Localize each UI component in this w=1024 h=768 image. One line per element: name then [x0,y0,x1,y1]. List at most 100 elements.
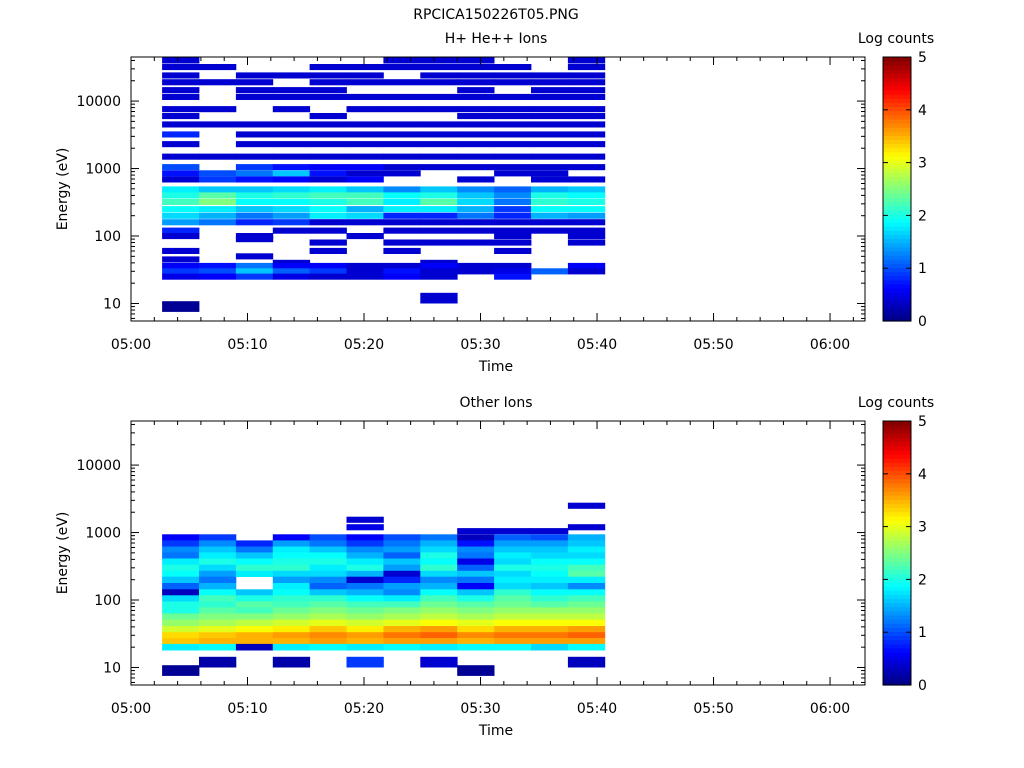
spectrogram-cell [272,268,311,275]
spectrogram-cell [272,198,311,205]
colorbar-segment [883,172,911,178]
spectrogram-cell [162,206,200,213]
spectrogram-cell [494,131,532,138]
spectrogram-cell [199,613,237,620]
spectrogram-cell [494,619,532,627]
colorbar-frame [882,56,912,322]
spectrogram-cell [457,206,495,213]
spectrogram-cell [531,153,569,160]
spectrogram-cell [494,239,532,246]
spectrogram-cell [309,613,347,620]
spectrogram-cell [162,87,200,94]
spectrogram-cell [494,643,532,651]
spectrogram-cell [199,176,237,183]
spectrogram-cell [309,227,347,234]
colorbar-segment [883,230,911,235]
colorbar-segment [883,143,911,149]
spectrogram-cell [531,619,569,627]
spectrogram-cell [162,589,200,596]
colorbar-segment [883,209,911,215]
spectrogram-cell [199,153,237,160]
spectrogram-cell [383,206,421,213]
spectrogram-cell [457,638,495,645]
spectrogram-cell [494,262,532,269]
colorbar-segment [883,495,911,500]
spectrogram-cell [199,656,237,668]
spectrogram-cell [383,131,421,138]
spectrogram-cell [162,552,200,559]
spectrogram-cell [235,198,274,205]
spectrogram-cell [162,153,200,160]
spectrogram-cell [494,164,532,171]
spectrogram-cell [567,72,606,79]
colorbar-segment [883,511,911,517]
spectrogram-cell [457,131,495,138]
colorbar-segment [883,246,911,252]
colorbar-segment [883,127,911,132]
colorbar-segment [883,176,911,182]
colorbar-segment [883,660,911,665]
colorbar-segment [883,557,911,562]
spectrogram-cell [420,106,458,113]
colorbar-segment [883,425,911,430]
spectrogram-cell [199,262,237,269]
colorbar: 0 1 2 3 4 5 [882,414,927,694]
spectrogram-cell [567,552,606,559]
spectrogram-cell [494,626,532,633]
spectrogram-cells [162,502,606,676]
spectrogram-cell [272,259,311,266]
spectrogram-cell [309,552,347,559]
spectrogram-cell [420,164,458,171]
colorbar-segment [883,197,911,202]
spectrogram-cell [272,632,311,639]
spectrogram-cell [272,619,311,627]
colorbar-segment [883,569,911,575]
spectrogram-cell [457,540,495,547]
spectrogram-cell [567,262,606,269]
colorbar-segment [883,449,911,455]
spectrogram-cell [272,87,311,94]
colorbar-tick-label: 5 [918,50,927,66]
colorbar-segment [883,553,911,558]
spectrogram-cell [309,87,347,94]
spectrogram-cell [420,219,458,226]
spectrogram-cell [420,186,458,193]
colorbar-segment [883,255,911,260]
spectrogram-cell [346,619,384,627]
spectrogram-cell [383,583,421,590]
colorbar-segment [883,503,911,509]
spectrogram-cell [567,239,606,246]
spectrogram-cell [420,268,458,275]
spectrogram-cell [199,198,237,205]
colorbar-segment [883,102,911,108]
spectrogram-cell [162,613,200,620]
spectrogram-cell [457,570,495,577]
colorbar-segment [883,65,911,70]
spectrogram-cell [162,540,200,547]
spectrogram-cell [383,198,421,205]
spectrogram-cell [531,552,569,559]
y-tick-label: 1000 [85,526,121,542]
spectrogram-cell [567,534,606,541]
spectrogram-cell [531,72,569,79]
x-tick-label: 06:00 [810,701,850,717]
colorbar-segment [883,647,911,653]
x-tick-label: 05:10 [227,701,267,717]
spectrogram-cell [531,192,569,199]
colorbar-segment [883,77,911,83]
spectrogram-cell [567,192,606,199]
spectrogram-cell [162,212,200,219]
spectrogram-cell [457,141,495,148]
spectrogram-cell [235,558,274,566]
spectrogram-cell [420,552,458,559]
colorbar-tick-label: 5 [918,414,927,430]
spectrogram-cell [494,564,532,571]
spectrogram-cell [567,93,606,100]
spectrogram-cell [531,227,569,234]
spectrogram-cell [235,192,274,199]
colorbar-tick-label: 2 [918,572,927,588]
spectrogram-cell [162,570,200,577]
spectrogram-cell [494,141,532,148]
spectrogram-cell [162,198,200,205]
spectrogram-cell [309,79,347,86]
